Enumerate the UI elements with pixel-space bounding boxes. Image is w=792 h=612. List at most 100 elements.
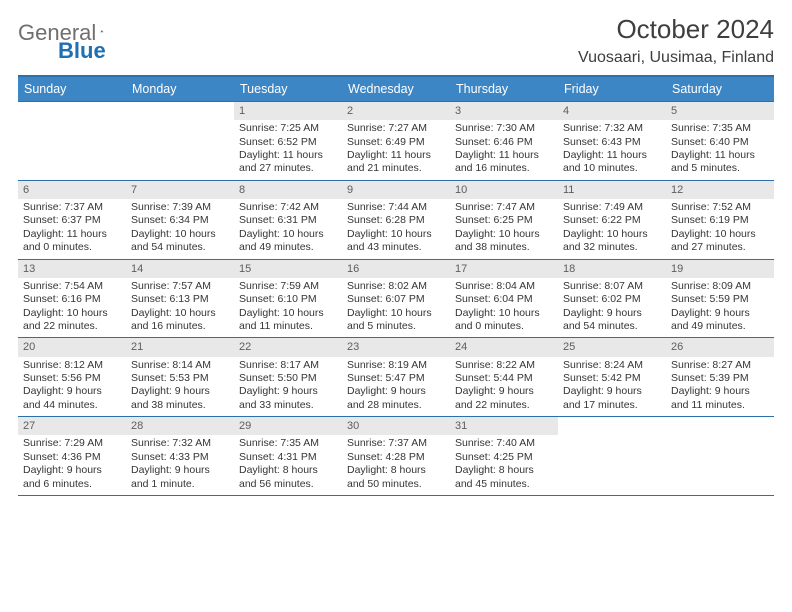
sunrise-line: Sunrise: 7:35 AM: [239, 437, 337, 450]
daylight-line: Daylight: 10 hours and 22 minutes.: [23, 307, 121, 334]
calendar-cell: 10Sunrise: 7:47 AMSunset: 6:25 PMDayligh…: [450, 180, 558, 259]
day-number: 11: [558, 181, 666, 199]
sunset-line: Sunset: 6:10 PM: [239, 293, 337, 306]
weekday-header: Friday: [558, 77, 666, 101]
daylight-line: Daylight: 9 hours and 38 minutes.: [131, 385, 229, 412]
daylight-line: Daylight: 9 hours and 54 minutes.: [563, 307, 661, 334]
sunrise-line: Sunrise: 8:09 AM: [671, 280, 769, 293]
day-number: 19: [666, 260, 774, 278]
calendar-cell: 19Sunrise: 8:09 AMSunset: 5:59 PMDayligh…: [666, 259, 774, 338]
day-number: 8: [234, 181, 342, 199]
sunset-line: Sunset: 6:46 PM: [455, 136, 553, 149]
day-number: 7: [126, 181, 234, 199]
cell-body: Sunrise: 7:44 AMSunset: 6:28 PMDaylight:…: [342, 199, 450, 259]
day-number: 20: [18, 338, 126, 356]
sunrise-line: Sunrise: 8:24 AM: [563, 359, 661, 372]
day-number: 28: [126, 417, 234, 435]
calendar-cell: 26Sunrise: 8:27 AMSunset: 5:39 PMDayligh…: [666, 337, 774, 416]
sunset-line: Sunset: 6:02 PM: [563, 293, 661, 306]
sunset-line: Sunset: 6:13 PM: [131, 293, 229, 306]
calendar-cell: 25Sunrise: 8:24 AMSunset: 5:42 PMDayligh…: [558, 337, 666, 416]
day-number: 18: [558, 260, 666, 278]
sunset-line: Sunset: 5:47 PM: [347, 372, 445, 385]
calendar-cell: 28Sunrise: 7:32 AMSunset: 4:33 PMDayligh…: [126, 416, 234, 496]
sunset-line: Sunset: 5:44 PM: [455, 372, 553, 385]
daylight-line: Daylight: 10 hours and 16 minutes.: [131, 307, 229, 334]
calendar-cell: 3Sunrise: 7:30 AMSunset: 6:46 PMDaylight…: [450, 101, 558, 180]
cell-body: Sunrise: 7:54 AMSunset: 6:16 PMDaylight:…: [18, 278, 126, 338]
sunrise-line: Sunrise: 7:47 AM: [455, 201, 553, 214]
sunrise-line: Sunrise: 7:29 AM: [23, 437, 121, 450]
daylight-line: Daylight: 10 hours and 38 minutes.: [455, 228, 553, 255]
sunrise-line: Sunrise: 8:27 AM: [671, 359, 769, 372]
sunrise-line: Sunrise: 7:37 AM: [347, 437, 445, 450]
cell-body: Sunrise: 8:22 AMSunset: 5:44 PMDaylight:…: [450, 357, 558, 417]
sunset-line: Sunset: 6:37 PM: [23, 214, 121, 227]
day-number: 6: [18, 181, 126, 199]
day-number: 22: [234, 338, 342, 356]
sunrise-line: Sunrise: 8:14 AM: [131, 359, 229, 372]
day-number: 4: [558, 102, 666, 120]
day-number: 2: [342, 102, 450, 120]
sunrise-line: Sunrise: 8:07 AM: [563, 280, 661, 293]
daylight-line: Daylight: 9 hours and 44 minutes.: [23, 385, 121, 412]
weekday-header: Monday: [126, 77, 234, 101]
daylight-line: Daylight: 9 hours and 28 minutes.: [347, 385, 445, 412]
calendar-cell: 23Sunrise: 8:19 AMSunset: 5:47 PMDayligh…: [342, 337, 450, 416]
sunrise-line: Sunrise: 7:30 AM: [455, 122, 553, 135]
daylight-line: Daylight: 9 hours and 17 minutes.: [563, 385, 661, 412]
day-number: 16: [342, 260, 450, 278]
calendar-cell: 13Sunrise: 7:54 AMSunset: 6:16 PMDayligh…: [18, 259, 126, 338]
sunrise-line: Sunrise: 7:25 AM: [239, 122, 337, 135]
cell-body: Sunrise: 7:37 AMSunset: 4:28 PMDaylight:…: [342, 435, 450, 495]
sunrise-line: Sunrise: 7:57 AM: [131, 280, 229, 293]
day-number: 29: [234, 417, 342, 435]
cell-body: Sunrise: 7:42 AMSunset: 6:31 PMDaylight:…: [234, 199, 342, 259]
cell-body: Sunrise: 8:07 AMSunset: 6:02 PMDaylight:…: [558, 278, 666, 338]
sunset-line: Sunset: 5:42 PM: [563, 372, 661, 385]
daylight-line: Daylight: 10 hours and 0 minutes.: [455, 307, 553, 334]
cell-body: Sunrise: 7:29 AMSunset: 4:36 PMDaylight:…: [18, 435, 126, 495]
day-number: 14: [126, 260, 234, 278]
sunset-line: Sunset: 4:25 PM: [455, 451, 553, 464]
daylight-line: Daylight: 10 hours and 43 minutes.: [347, 228, 445, 255]
location-text: Vuosaari, Uusimaa, Finland: [578, 49, 774, 67]
day-number: 30: [342, 417, 450, 435]
calendar-cell: 12Sunrise: 7:52 AMSunset: 6:19 PMDayligh…: [666, 180, 774, 259]
sunrise-line: Sunrise: 8:02 AM: [347, 280, 445, 293]
day-number: 3: [450, 102, 558, 120]
sunrise-line: Sunrise: 7:49 AM: [563, 201, 661, 214]
sunrise-line: Sunrise: 7:44 AM: [347, 201, 445, 214]
daylight-line: Daylight: 11 hours and 27 minutes.: [239, 149, 337, 176]
calendar-cell: 22Sunrise: 8:17 AMSunset: 5:50 PMDayligh…: [234, 337, 342, 416]
calendar-cell: 15Sunrise: 7:59 AMSunset: 6:10 PMDayligh…: [234, 259, 342, 338]
title-block: October 2024 Vuosaari, Uusimaa, Finland: [578, 14, 774, 67]
calendar-grid: SundayMondayTuesdayWednesdayThursdayFrid…: [18, 77, 774, 496]
brand-logo: General Blue: [18, 14, 122, 46]
daylight-line: Daylight: 9 hours and 6 minutes.: [23, 464, 121, 491]
daylight-line: Daylight: 10 hours and 32 minutes.: [563, 228, 661, 255]
cell-body: Sunrise: 7:47 AMSunset: 6:25 PMDaylight:…: [450, 199, 558, 259]
sunset-line: Sunset: 6:25 PM: [455, 214, 553, 227]
day-number: 21: [126, 338, 234, 356]
day-number: 23: [342, 338, 450, 356]
sunrise-line: Sunrise: 8:22 AM: [455, 359, 553, 372]
sunset-line: Sunset: 6:34 PM: [131, 214, 229, 227]
calendar-cell: 17Sunrise: 8:04 AMSunset: 6:04 PMDayligh…: [450, 259, 558, 338]
sunrise-line: Sunrise: 7:35 AM: [671, 122, 769, 135]
cell-body: Sunrise: 7:32 AMSunset: 6:43 PMDaylight:…: [558, 120, 666, 180]
sunrise-line: Sunrise: 7:32 AM: [563, 122, 661, 135]
sunset-line: Sunset: 6:49 PM: [347, 136, 445, 149]
calendar-cell: ··: [18, 101, 126, 180]
sunrise-line: Sunrise: 7:52 AM: [671, 201, 769, 214]
calendar-cell: 29Sunrise: 7:35 AMSunset: 4:31 PMDayligh…: [234, 416, 342, 496]
cell-body: Sunrise: 8:02 AMSunset: 6:07 PMDaylight:…: [342, 278, 450, 338]
day-number: 26: [666, 338, 774, 356]
calendar-cell: 11Sunrise: 7:49 AMSunset: 6:22 PMDayligh…: [558, 180, 666, 259]
daylight-line: Daylight: 9 hours and 33 minutes.: [239, 385, 337, 412]
daylight-line: Daylight: 10 hours and 27 minutes.: [671, 228, 769, 255]
day-number: 15: [234, 260, 342, 278]
weekday-header: Wednesday: [342, 77, 450, 101]
cell-body: Sunrise: 8:19 AMSunset: 5:47 PMDaylight:…: [342, 357, 450, 417]
sunrise-line: Sunrise: 7:32 AM: [131, 437, 229, 450]
